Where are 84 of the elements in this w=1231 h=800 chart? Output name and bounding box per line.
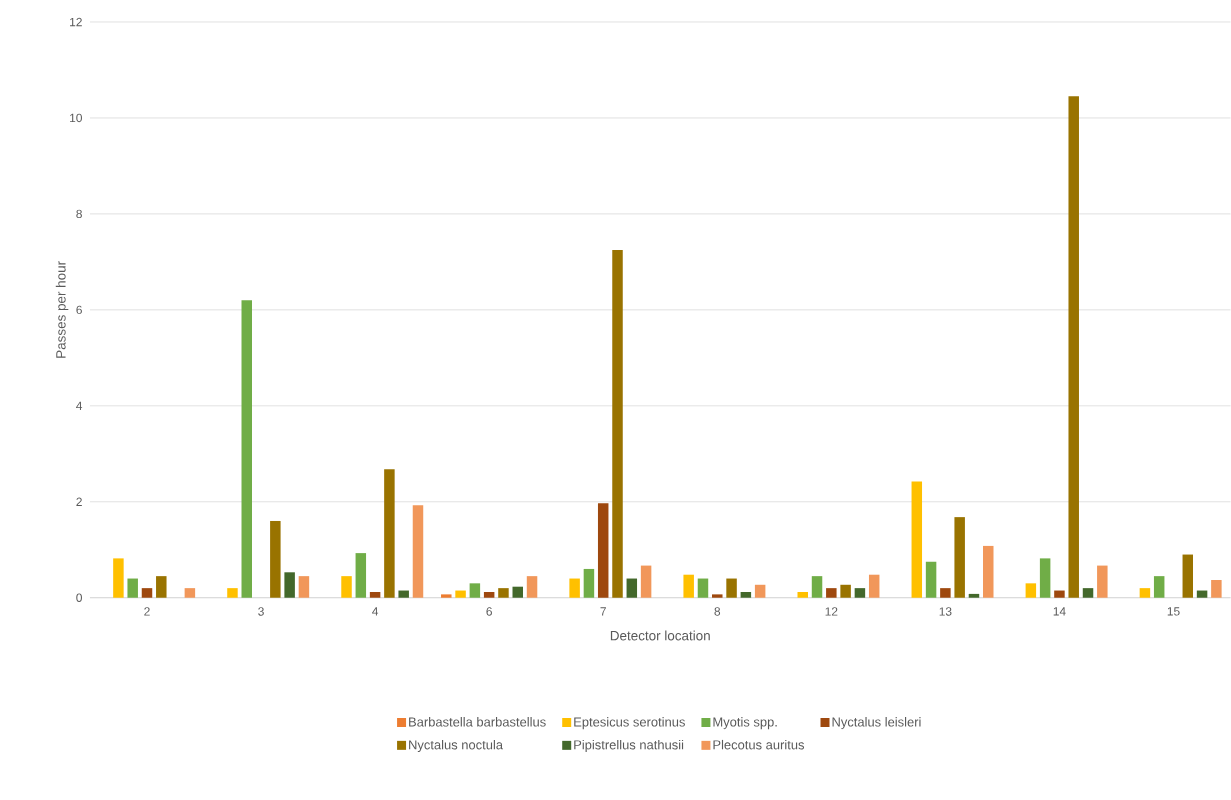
bar — [840, 584, 851, 598]
bar — [369, 592, 381, 598]
bar — [455, 590, 466, 598]
x-axis-title: Detector location — [610, 630, 710, 641]
y-tick-label: 8 — [76, 209, 82, 219]
y-tick-label: 2 — [76, 497, 82, 507]
bar — [441, 594, 452, 598]
bar — [141, 588, 153, 598]
bar — [597, 503, 609, 598]
bar — [113, 558, 124, 598]
bar — [341, 576, 352, 598]
bar — [712, 594, 723, 598]
legend-label: Plecotus auritus — [713, 740, 805, 750]
y-tick-label: 4 — [76, 401, 83, 411]
bar — [797, 592, 808, 598]
bar — [1182, 554, 1194, 598]
legend-label: Barbastella barbastellus — [409, 717, 546, 727]
bar — [854, 588, 866, 598]
y-tick-label: 10 — [70, 113, 82, 123]
x-tick-label: 12 — [825, 607, 838, 616]
x-tick-label: 6 — [486, 607, 492, 616]
bar — [498, 588, 509, 598]
bar — [740, 592, 752, 598]
x-tick-label: 14 — [1053, 607, 1066, 616]
x-tick-label: 15 — [1167, 607, 1180, 616]
legend-label: Eptesicus serotinus — [574, 717, 685, 730]
bar — [954, 517, 965, 598]
y-tick-label: 0 — [76, 593, 82, 603]
bar — [1039, 558, 1051, 598]
y-tick-label: 12 — [70, 17, 82, 27]
bar — [726, 578, 737, 598]
bar — [1054, 590, 1065, 598]
bar — [612, 250, 623, 598]
x-tick-label: 7 — [600, 607, 606, 616]
bar — [284, 572, 295, 598]
legend-label: Myotis spp. — [713, 717, 777, 730]
bar — [754, 584, 766, 598]
bar — [127, 578, 138, 598]
bar — [940, 588, 951, 598]
y-tick-label: 6 — [76, 305, 82, 315]
bar — [626, 578, 638, 598]
bar — [526, 576, 538, 598]
bar — [483, 592, 495, 598]
bar — [925, 561, 937, 598]
y-axis-title: Passes per hour — [55, 261, 69, 358]
bar — [1068, 96, 1079, 598]
bar — [811, 576, 823, 598]
bar — [270, 521, 281, 598]
bar — [384, 469, 395, 598]
bar — [1139, 588, 1151, 598]
bar — [512, 586, 523, 598]
bar — [469, 583, 481, 598]
bar — [241, 300, 252, 598]
x-tick-label: 3 — [258, 607, 264, 616]
bar — [412, 505, 424, 598]
legend-label: Nyctalus noctula — [409, 740, 504, 753]
bar — [868, 574, 880, 598]
bar — [640, 565, 652, 598]
x-tick-label: 13 — [939, 607, 952, 616]
bar — [983, 546, 994, 598]
bar — [298, 576, 310, 598]
bar — [1082, 588, 1094, 598]
bar — [1025, 583, 1037, 598]
legend-label: Pipistrellus nathusii — [574, 740, 684, 753]
x-tick-label: 4 — [372, 607, 379, 616]
bar — [184, 588, 196, 598]
bar — [1097, 565, 1108, 598]
bar — [1196, 590, 1208, 598]
bar — [583, 569, 595, 598]
x-tick-label: 2 — [144, 607, 150, 616]
legend-label: Nyctalus leisleri — [832, 717, 921, 730]
x-tick-label: 8 — [714, 607, 721, 616]
bar — [156, 576, 167, 598]
bar — [569, 578, 580, 598]
bar — [683, 574, 694, 598]
bar — [355, 553, 367, 598]
bar — [398, 590, 409, 598]
bar — [911, 481, 923, 598]
bar — [1153, 576, 1165, 598]
bar — [826, 588, 837, 598]
bar — [1211, 580, 1222, 598]
bar — [697, 578, 709, 598]
bar — [968, 594, 980, 598]
bar — [227, 588, 238, 598]
